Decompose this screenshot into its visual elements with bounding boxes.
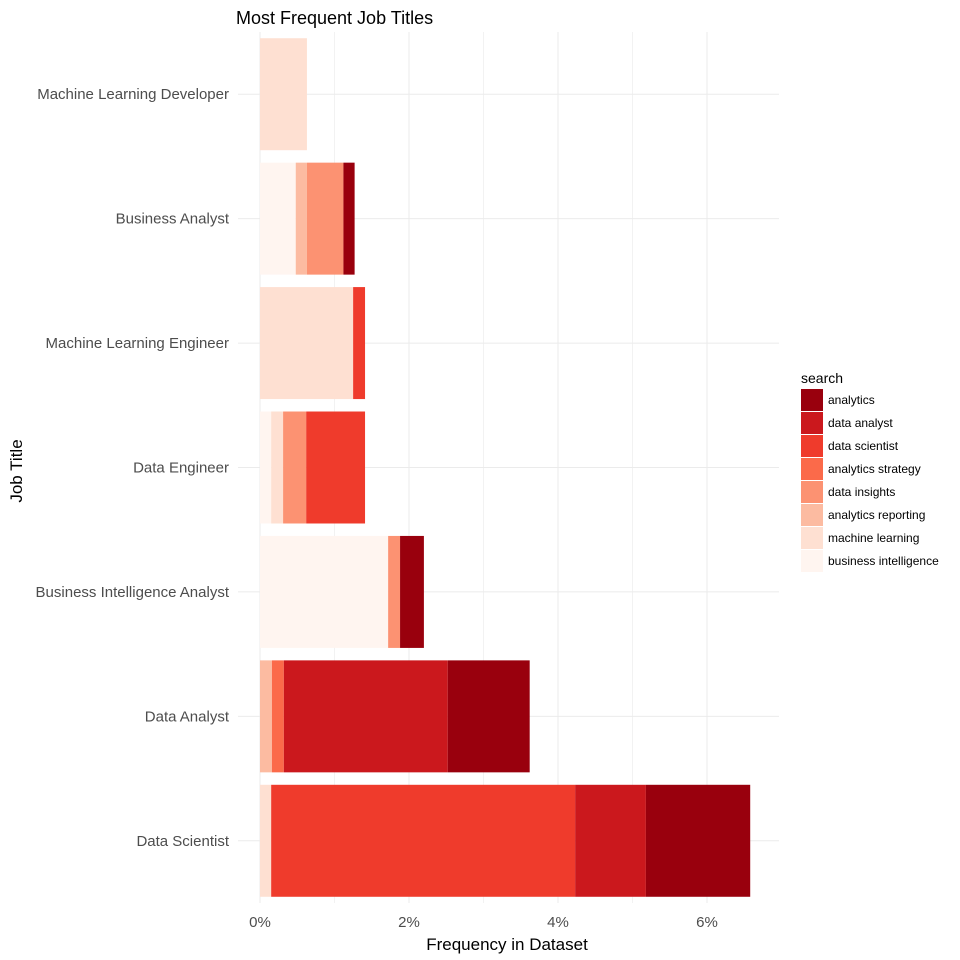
bar-segment: [306, 162, 344, 275]
bar-segment: [283, 411, 307, 524]
bar-segment: [260, 660, 272, 773]
legend-swatch: [801, 481, 823, 503]
bar-segment: [271, 411, 284, 524]
x-axis-title: Frequency in Dataset: [426, 935, 588, 954]
y-tick-label: Data Engineer: [133, 460, 229, 477]
legend-swatch: [801, 504, 823, 526]
bar-segment: [260, 287, 354, 400]
legend: search analytics data analyst data scienti…: [801, 370, 939, 572]
bar-segment: [343, 162, 355, 275]
y-tick-label: Data Scientist: [136, 833, 229, 850]
legend-label: analytics reporting: [828, 508, 925, 522]
bar-segment: [447, 660, 530, 773]
bar-segment: [260, 535, 389, 648]
legend-label: analytics: [828, 393, 875, 407]
bar-segment: [260, 162, 296, 275]
bar-segment: [271, 784, 576, 897]
bar-segment: [306, 411, 366, 524]
legend-label: data scientist: [828, 439, 899, 453]
chart-title: Most Frequent Job Titles: [236, 8, 433, 28]
x-tick-label: 2%: [398, 914, 420, 931]
legend-label: business intelligence: [828, 554, 939, 568]
x-tick-label: 0%: [249, 914, 271, 931]
legend-label: analytics strategy: [828, 462, 921, 476]
legend-title: search: [801, 370, 843, 386]
bar-segment: [575, 784, 646, 897]
bar-segment: [388, 535, 401, 648]
y-tick-label: Machine Learning Developer: [37, 86, 229, 103]
legend-label: data insights: [828, 485, 895, 499]
legend-swatch: [801, 550, 823, 572]
legend-swatch: [801, 458, 823, 480]
bar-segment: [645, 784, 751, 897]
legend-swatch: [801, 435, 823, 457]
bar-segment: [260, 38, 307, 151]
legend-swatch: [801, 412, 823, 434]
bar-segment: [283, 660, 448, 773]
bar-segment: [260, 784, 272, 897]
legend-swatch: [801, 389, 823, 411]
y-tick-label: Business Intelligence Analyst: [36, 584, 230, 601]
x-tick-label: 6%: [696, 914, 718, 931]
y-axis-title: Job Title: [7, 439, 26, 502]
legend-label: machine learning: [828, 531, 919, 545]
y-tick-label: Business Analyst: [116, 211, 230, 228]
y-tick-label: Machine Learning Engineer: [46, 335, 229, 352]
legend-label: data analyst: [828, 416, 893, 430]
x-tick-label: 4%: [547, 914, 569, 931]
y-tick-label: Data Analyst: [145, 708, 230, 725]
bar-segment: [353, 287, 366, 400]
y-tick-labels: Data Scientist Data Analyst Business Intel…: [36, 86, 230, 850]
legend-swatch: [801, 527, 823, 549]
bars: [260, 38, 751, 897]
bar-segment: [400, 535, 424, 648]
bar-segment: [260, 411, 272, 524]
bar-segment: [295, 162, 307, 275]
bar-segment: [271, 660, 284, 773]
x-tick-labels: 0% 2% 4% 6%: [249, 914, 718, 931]
